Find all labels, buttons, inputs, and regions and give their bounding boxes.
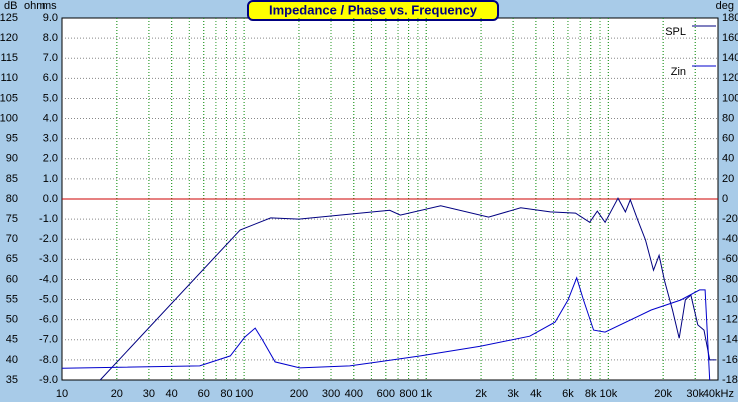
ms-tick-label: -7.0: [39, 334, 58, 346]
y2-tick-label: 180: [722, 12, 738, 24]
y-tick-label: 50: [6, 314, 18, 326]
y2-tick-label: -160: [722, 354, 738, 366]
x-tick-label: 100: [235, 388, 253, 400]
x-tick-label: 300: [322, 388, 340, 400]
y2-tick-label: -40: [722, 233, 738, 245]
y2-tick-label: 0: [722, 193, 728, 205]
y-tick-label: 60: [6, 273, 18, 285]
ms-tick-label: -5.0: [39, 293, 58, 305]
x-tick-label: 2k: [475, 388, 487, 400]
y2-tick-label: -140: [722, 334, 738, 346]
x-tick-label: 20: [111, 388, 123, 400]
y-tick-label: 115: [0, 52, 18, 64]
y-tick-label: 35: [6, 374, 18, 386]
y2-tick-label: 80: [722, 112, 734, 124]
y-tick-label: 55: [6, 293, 18, 305]
x-tick-label: 1k: [420, 388, 432, 400]
y2-axis-label: deg: [716, 0, 734, 12]
y-tick-label: 65: [6, 253, 18, 265]
y2-tick-label: 140: [722, 52, 738, 64]
legend-label: SPL: [665, 26, 686, 38]
ms-tick-label: 9.0: [43, 12, 58, 24]
ohm-axis-label: ohm: [24, 0, 45, 12]
ms-tick-label: 0.0: [43, 193, 58, 205]
y2-tick-label: -60: [722, 253, 738, 265]
ms-tick-label: -8.0: [39, 354, 58, 366]
y-tick-label: 80: [6, 193, 18, 205]
x-tick-label: 10: [56, 388, 68, 400]
ms-tick-label: 1.0: [43, 173, 58, 185]
x-tick-label: 600: [377, 388, 395, 400]
y-tick-label: 85: [6, 173, 18, 185]
y2-tick-label: 100: [722, 92, 738, 104]
series-line: [61, 276, 711, 381]
ms-tick-label: -6.0: [39, 314, 58, 326]
ms-tick-label: 5.0: [43, 92, 58, 104]
y-tick-label: 70: [6, 233, 18, 245]
legend-label: Zin: [671, 66, 686, 78]
x-tick-label: 60: [198, 388, 210, 400]
x-tick-label: 3k: [507, 388, 519, 400]
y2-tick-label: 20: [722, 173, 734, 185]
title-box: [247, 0, 499, 21]
y2-tick-label: 120: [722, 72, 738, 84]
chart-title: Impedance / Phase vs. Frequency: [269, 2, 478, 17]
x-tick-label: 4k: [530, 388, 542, 400]
y-tick-label: 45: [6, 334, 18, 346]
x-tick-label: 10k: [599, 388, 617, 400]
x-tick-label: 80: [220, 388, 232, 400]
ms-tick-label: -9.0: [39, 374, 58, 386]
y-axis-label: dB: [4, 0, 17, 12]
ms-tick-label: -2.0: [39, 233, 58, 245]
y-tick-label: 90: [6, 153, 18, 165]
y-tick-label: 105: [0, 92, 18, 104]
ms-axis-label: ms: [42, 0, 57, 12]
y-tick-label: 40: [6, 354, 18, 366]
x-tick-label: 6k: [562, 388, 574, 400]
x-tick-label: 40: [166, 388, 178, 400]
ms-tick-label: 3.0: [43, 133, 58, 145]
y2-tick-label: -180: [722, 374, 738, 386]
y2-tick-label: 160: [722, 32, 738, 44]
x-tick-label: 200: [290, 388, 308, 400]
ms-tick-label: -3.0: [39, 253, 58, 265]
y-tick-label: 95: [6, 133, 18, 145]
ms-tick-label: 6.0: [43, 72, 58, 84]
ms-tick-label: 7.0: [43, 52, 58, 64]
x-tick-label: 800: [399, 388, 417, 400]
x-tick-label: 40kHz: [703, 388, 734, 400]
series-line: [99, 197, 716, 381]
ms-tick-label: 8.0: [43, 32, 58, 44]
y-tick-label: 100: [0, 112, 18, 124]
y-tick-label: 110: [0, 72, 18, 84]
x-tick-label: 20k: [654, 388, 672, 400]
y2-tick-label: -80: [722, 273, 738, 285]
y2-tick-label: -100: [722, 293, 738, 305]
ms-tick-label: 4.0: [43, 112, 58, 124]
ms-tick-label: 2.0: [43, 153, 58, 165]
x-tick-label: 30: [143, 388, 155, 400]
y2-tick-label: -20: [722, 213, 738, 225]
ms-tick-label: -4.0: [39, 273, 58, 285]
x-tick-label: 8k: [585, 388, 597, 400]
y-tick-label: 125: [0, 12, 18, 24]
y2-tick-label: 40: [722, 153, 734, 165]
ms-tick-label: -1.0: [39, 213, 58, 225]
x-tick-label: 400: [345, 388, 363, 400]
y-tick-label: 120: [0, 32, 18, 44]
y2-tick-label: 60: [722, 133, 734, 145]
y2-tick-label: -120: [722, 314, 738, 326]
x-tick-label: 30k: [686, 388, 704, 400]
y-tick-label: 75: [6, 213, 18, 225]
